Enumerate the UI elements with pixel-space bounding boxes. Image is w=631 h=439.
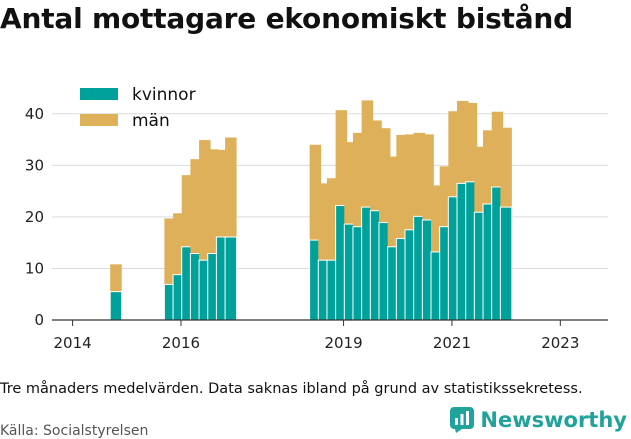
bar-man [164,218,176,285]
bar-man [491,111,504,187]
bar-man [190,159,202,254]
bar-man [216,149,228,237]
bar-man [474,146,486,213]
x-tick-label: 2016 [162,334,200,352]
bar-man [431,185,443,252]
legend: kvinnor män [80,85,196,131]
bar-man [439,166,452,227]
y-tick-label: 20 [25,208,44,226]
bar-man [500,127,512,208]
legend-swatch [80,88,118,100]
bar-man [413,132,426,217]
bar-man [309,144,322,241]
bar-man [326,178,339,261]
x-tick-label: 2014 [53,334,91,352]
bar-man [396,134,408,239]
newsworthy-logo[interactable]: Newsworthy [450,407,627,433]
bars [109,100,513,321]
x-tick-label: 2019 [324,334,362,352]
bar-man [344,142,356,225]
legend-swatch [80,114,118,126]
bar-man [370,120,382,211]
y-tick-label: 0 [34,311,44,329]
bar-man [110,264,122,292]
bar-kvinnor [499,206,513,321]
x-axis: 2014 2016 2019 2021 2023 [53,320,579,352]
stacked-bar-chart: 0 10 20 30 40 2014 2016 2019 2021 2023 kvinnor mä… [25,85,608,352]
y-tick-label: 40 [25,105,44,123]
source-text: Källa: Socialstyrelsen [0,423,149,439]
bar-man [173,213,185,275]
legend-label: kvinnor [132,85,196,105]
bar-man [352,132,365,227]
bar-man [199,140,211,261]
y-tick-label: 10 [25,259,44,277]
brand-name: Newsworthy [480,408,627,432]
x-tick-label: 2023 [541,334,579,352]
x-tick-label: 2021 [433,334,471,352]
bar-man [457,100,469,184]
bar-kvinnor [224,236,238,321]
bar-man [448,111,460,197]
legend-label: män [132,111,170,131]
bar-man [387,156,400,247]
bar-kvinnor [109,291,123,321]
bar-man [404,134,417,230]
bar-man [181,175,194,247]
bar-man [483,130,495,204]
chart-bars-icon [450,407,475,433]
bar-man [318,183,330,261]
bar-man [465,102,478,182]
chart-title: Antal mottagare ekonomiskt bistånd [0,2,574,35]
bar-man [207,149,220,254]
y-tick-label: 30 [25,156,44,174]
chart-note: Tre månaders medelvärden. Data saknas ib… [0,381,583,397]
bar-man [422,134,434,220]
bar-man [378,128,391,223]
y-axis: 0 10 20 30 40 [25,105,44,329]
bar-man [335,110,348,206]
bar-man [225,137,237,237]
bar-man [361,100,374,208]
